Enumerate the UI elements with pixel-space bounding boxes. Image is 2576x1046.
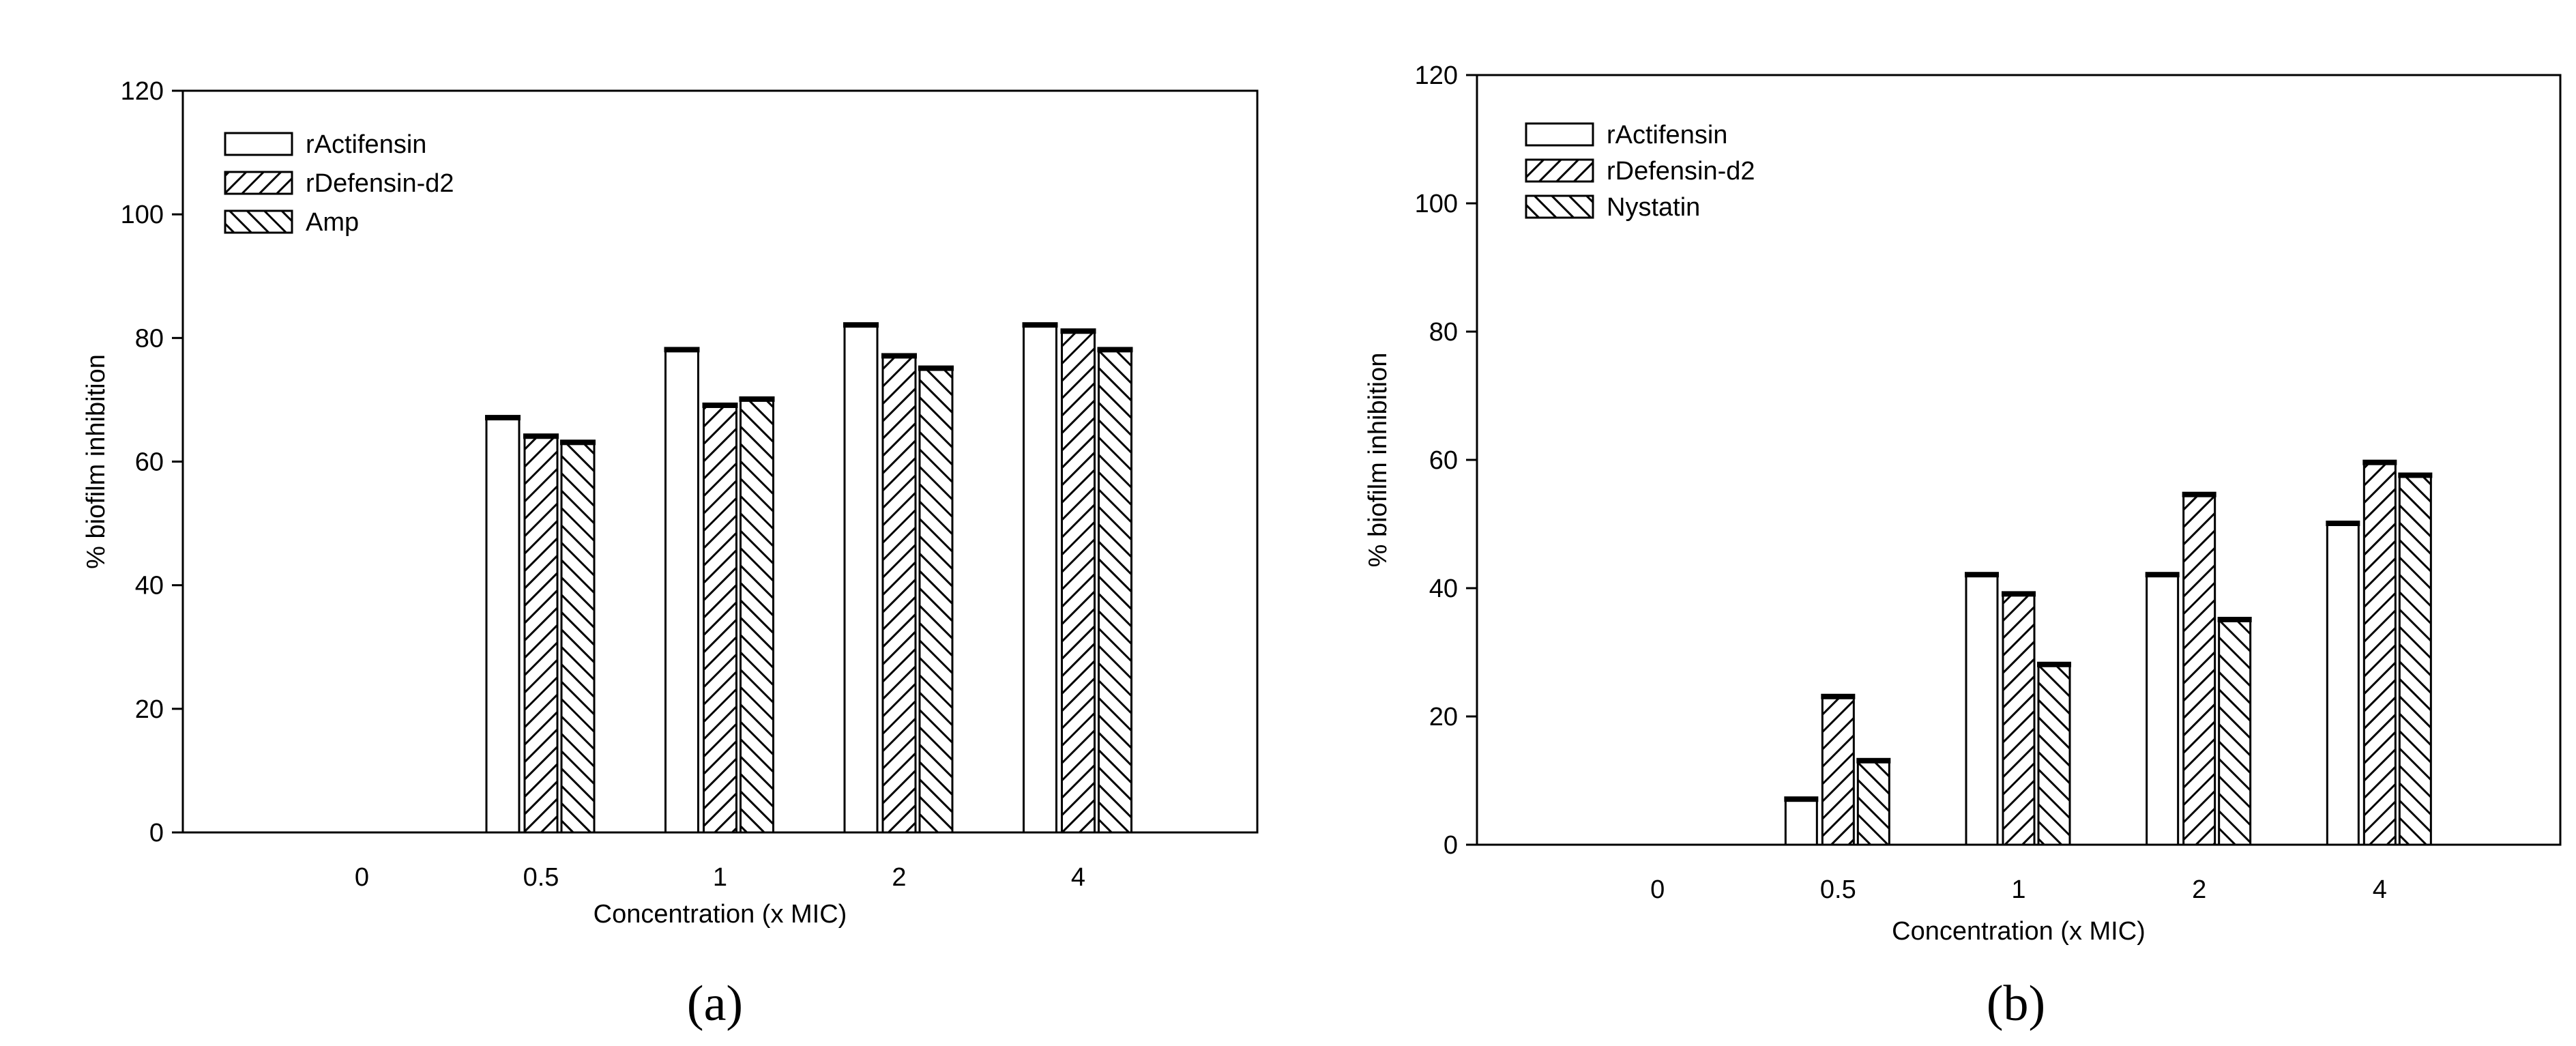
bar-ractifensin: [1784, 798, 1818, 846]
error-bar-cap: [1965, 572, 1999, 578]
panel-label: (a): [687, 976, 743, 1032]
x-axis-title: Concentration (x MIC): [1892, 917, 2146, 946]
y-tick-label: 40: [1429, 575, 1458, 603]
chart-panel-a: 0 20 40 60 80 100 120 0 0.5 1 2 4 rActifensin rDefens…: [82, 77, 1259, 1032]
y-tick-label: 0: [149, 819, 164, 847]
error-bar-cap: [739, 396, 775, 402]
error-bar-cap: [1821, 693, 1856, 699]
x-tick-label: 4: [2373, 875, 2387, 904]
x-tick-label: 2: [892, 863, 906, 892]
y-axis-title: % biofilm inhibition: [1364, 353, 1392, 568]
error-bar-cap: [843, 322, 879, 328]
bar-rdefensin-d2: [2362, 462, 2397, 846]
bar-rdefensin-d2: [2002, 593, 2036, 846]
bar-rdefensin-d2: [1821, 696, 1855, 846]
bar-rdefensin-d2: [2182, 494, 2216, 846]
y-axis-title: % biofilm inhibition: [82, 354, 111, 569]
error-bar-cap: [702, 402, 738, 408]
bar-rdefensin-d2: [1061, 330, 1096, 834]
legend-label: rActifensin: [1607, 121, 1727, 149]
error-bar-cap: [2002, 591, 2036, 597]
error-bar-cap: [2362, 459, 2397, 465]
bar-rdefensin-d2: [881, 355, 917, 834]
legend-label: rActifensin: [306, 130, 426, 159]
error-bar-cap: [560, 439, 596, 446]
panel-label: (b): [1987, 976, 2045, 1032]
y-tick-label: 80: [135, 324, 164, 353]
error-bar-cap: [2217, 617, 2252, 622]
y-tick-label: 40: [135, 572, 164, 600]
bar-rdefensin-d2: [703, 405, 737, 834]
y-tick-label: 0: [1444, 831, 1458, 860]
legend-swatch: [1525, 158, 1594, 183]
error-bar-cap: [523, 433, 559, 439]
x-tick-label: 1: [2011, 875, 2025, 904]
legend-swatch: [224, 171, 293, 195]
error-bar-cap: [1097, 347, 1133, 353]
bar-nystatin: [2398, 475, 2432, 846]
error-bar-cap: [1022, 322, 1058, 328]
error-bar-cap: [2182, 491, 2216, 497]
y-tick-label: 120: [1415, 61, 1458, 90]
y-tick-label: 20: [1429, 703, 1458, 731]
bar-ractifensin: [2146, 574, 2180, 846]
error-bar-cap: [2037, 661, 2071, 667]
bar-ractifensin: [2326, 523, 2360, 846]
x-tick-label: 4: [1071, 863, 1085, 892]
bar-ractifensin: [843, 324, 879, 834]
y-tick-label: 60: [135, 448, 164, 477]
bar-nystatin: [2218, 619, 2252, 846]
error-bar-cap: [664, 347, 700, 353]
y-tick-label: 100: [1415, 190, 1458, 218]
bar-amp: [560, 441, 596, 834]
y-tick-label: 60: [1429, 446, 1458, 475]
x-tick-label: 0: [355, 863, 369, 892]
legend-label: Amp: [306, 208, 359, 237]
x-tick-label: 2: [2192, 875, 2206, 904]
chart-panel-b: 0 20 40 60 80 100 120 0 0.5 1 2 4 rActifensin rDefens…: [1364, 61, 2562, 1032]
y-tick-label: 120: [121, 77, 164, 106]
bar-amp: [918, 368, 954, 834]
error-bar-cap: [2326, 521, 2360, 526]
bar-ractifensin: [1965, 574, 1999, 846]
y-tick-label: 80: [1429, 318, 1458, 347]
bar-rdefensin-d2: [523, 435, 559, 834]
legend-swatch: [224, 209, 293, 234]
legend-label: Nystatin: [1607, 193, 1700, 222]
bar-ractifensin: [664, 349, 699, 834]
error-bar-cap: [1060, 328, 1096, 334]
x-tick-label: 0.5: [1820, 875, 1856, 904]
error-bar-cap: [918, 365, 954, 371]
legend-label: rDefensin-d2: [306, 169, 454, 198]
bar-ractifensin: [1023, 324, 1057, 834]
legend-swatch: [1525, 122, 1594, 147]
bar-amp: [1098, 349, 1132, 834]
error-bar-cap: [485, 415, 521, 421]
y-tick-label: 20: [135, 695, 164, 724]
legend-swatch: [1525, 194, 1594, 219]
bar-ractifensin: [485, 417, 521, 834]
x-tick-label: 1: [713, 863, 727, 892]
legend-swatch: [224, 132, 293, 156]
legend-label: rDefensin-d2: [1607, 157, 1755, 186]
error-bar-cap: [2145, 572, 2180, 578]
error-bar-cap: [2398, 472, 2433, 478]
error-bar-cap: [1856, 757, 1891, 764]
error-bar-cap: [881, 353, 917, 359]
bar-nystatin: [2037, 664, 2071, 846]
bar-nystatin: [1856, 760, 1890, 846]
y-tick-label: 100: [121, 201, 164, 229]
x-axis-title: Concentration (x MIC): [594, 900, 847, 929]
x-tick-label: 0: [1650, 875, 1665, 904]
error-bar-cap: [1784, 796, 1819, 802]
bar-amp: [740, 398, 774, 834]
x-tick-label: 0.5: [523, 863, 559, 892]
